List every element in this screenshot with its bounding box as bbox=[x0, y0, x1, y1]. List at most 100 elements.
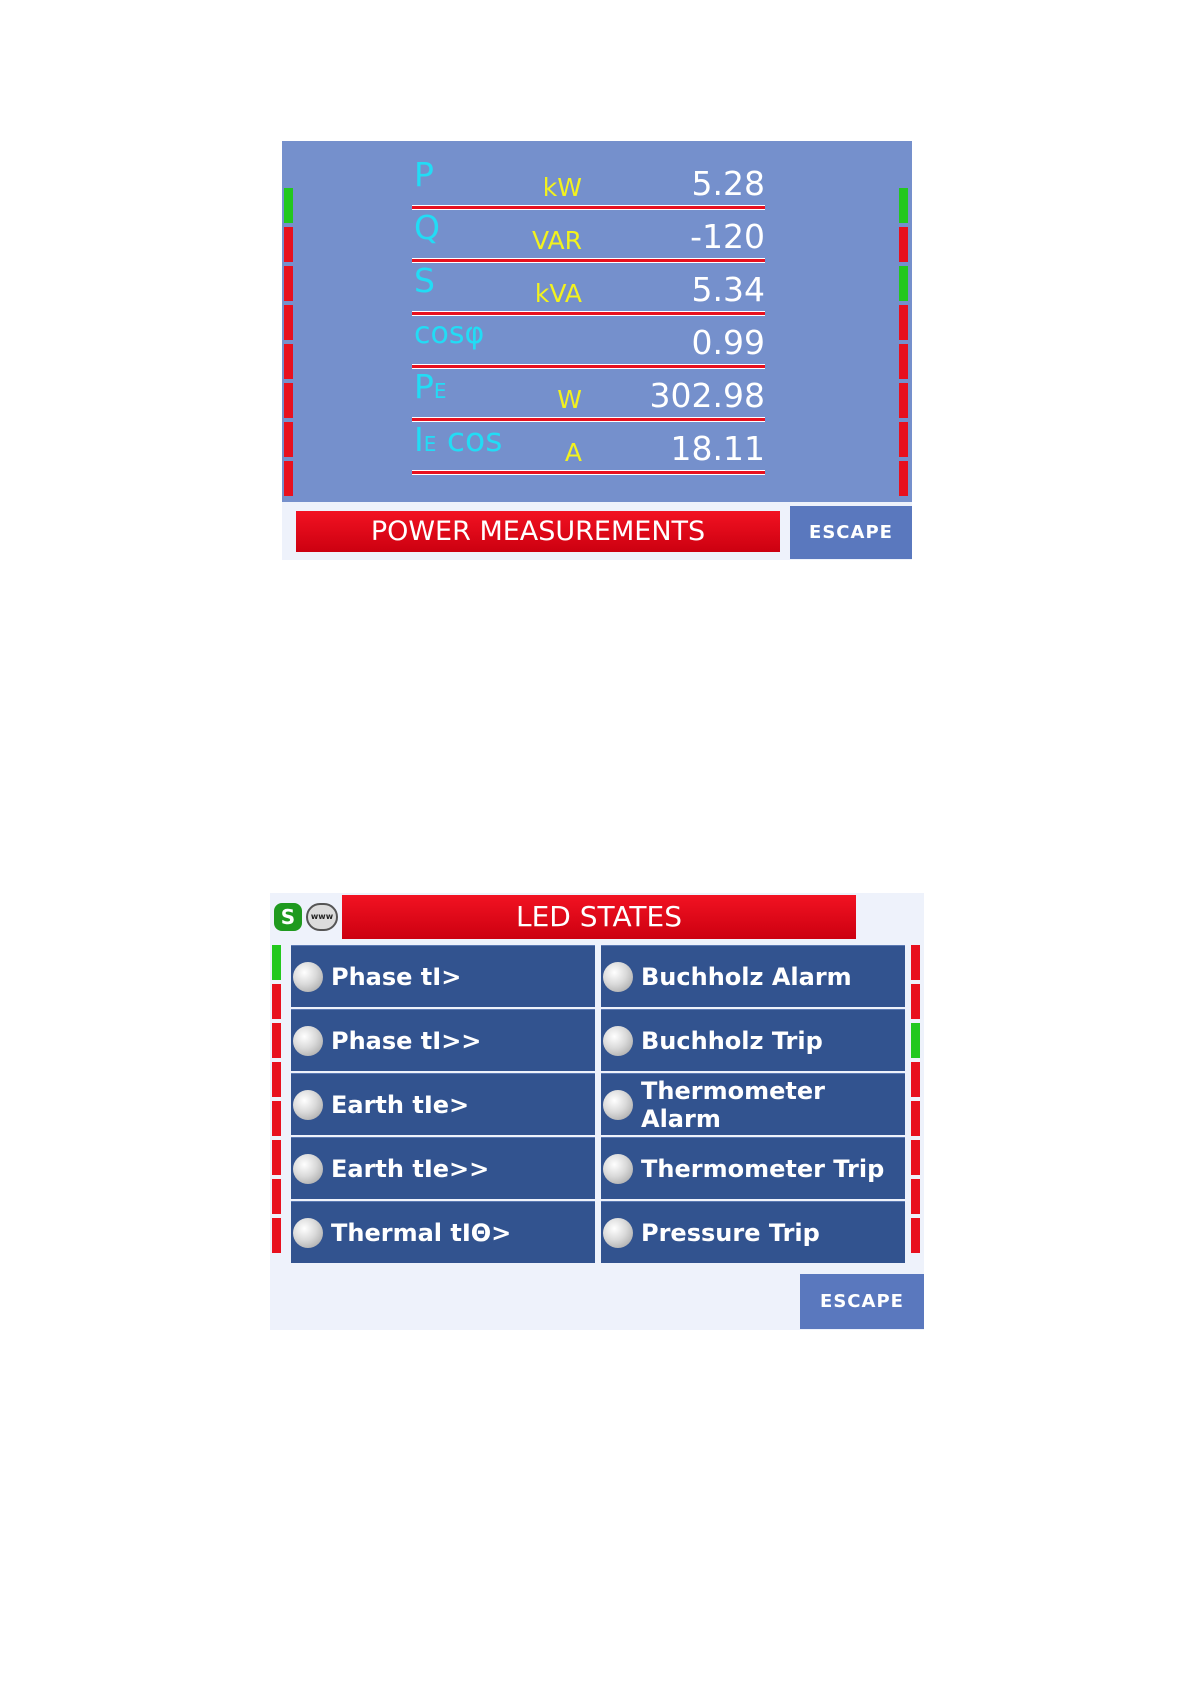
left-led-4 bbox=[284, 305, 293, 340]
right-led-3 bbox=[899, 266, 908, 301]
measurement-symbol: cosφ bbox=[414, 314, 484, 354]
row-divider bbox=[412, 259, 765, 262]
measurement-value: 18.11 bbox=[670, 429, 765, 468]
left-led-7 bbox=[272, 1179, 281, 1214]
led-state-item: Earth tIe>> bbox=[291, 1137, 595, 1199]
measurement-row: Q VAR -120 bbox=[412, 208, 765, 262]
led-bulb-icon bbox=[293, 962, 323, 992]
right-led-6 bbox=[899, 383, 908, 418]
led-state-label: Pressure Trip bbox=[641, 1219, 820, 1247]
measurement-unit: kW bbox=[542, 173, 582, 202]
right-led-5 bbox=[911, 1101, 920, 1136]
symbol-main: cosφ bbox=[414, 316, 485, 351]
s-badge-icon: S bbox=[274, 903, 302, 931]
led-bulb-icon bbox=[603, 1090, 633, 1120]
escape-button[interactable]: ESCAPE bbox=[800, 1274, 924, 1329]
symbol-main: Q bbox=[414, 208, 440, 247]
led-state-item: Earth tIe> bbox=[291, 1073, 595, 1135]
led-state-item: Phase tI>> bbox=[291, 1009, 595, 1071]
row-divider bbox=[412, 365, 765, 368]
right-led-7 bbox=[911, 1179, 920, 1214]
led-grid: Phase tI> Buchholz Alarm Phase tI>> Buchhol… bbox=[291, 945, 905, 1263]
screen-title: POWER MEASUREMENTS bbox=[296, 511, 780, 552]
left-led-3 bbox=[272, 1023, 281, 1058]
left-led-6 bbox=[272, 1140, 281, 1175]
led-state-label: Thermometer Alarm bbox=[641, 1077, 825, 1133]
symbol-main: P bbox=[414, 367, 434, 406]
symbol-subscript: E bbox=[423, 432, 437, 456]
right-led-6 bbox=[911, 1140, 920, 1175]
led-bulb-icon bbox=[603, 962, 633, 992]
measurement-unit: W bbox=[557, 385, 582, 414]
escape-button[interactable]: ESCAPE bbox=[790, 506, 912, 559]
symbol-main: P bbox=[414, 155, 434, 194]
symbol-suffix: cos bbox=[436, 420, 503, 459]
led-state-label: Earth tIe>> bbox=[331, 1155, 490, 1183]
row-divider bbox=[412, 206, 765, 209]
led-state-item: Phase tI> bbox=[291, 945, 595, 1007]
symbol-main: S bbox=[414, 261, 435, 300]
left-led-8 bbox=[272, 1218, 281, 1253]
right-led-2 bbox=[899, 227, 908, 262]
left-led-5 bbox=[284, 344, 293, 379]
right-led-8 bbox=[911, 1218, 920, 1253]
measurement-symbol: PE bbox=[414, 367, 447, 411]
led-state-label: Thermal tIΘ> bbox=[331, 1219, 512, 1247]
screen-title: LED STATES bbox=[342, 895, 856, 939]
left-led-1 bbox=[284, 188, 293, 223]
measurement-unit: VAR bbox=[532, 226, 582, 255]
led-state-label: Buchholz Alarm bbox=[641, 963, 852, 991]
left-led-7 bbox=[284, 422, 293, 457]
led-bulb-icon bbox=[293, 1154, 323, 1184]
left-led-5 bbox=[272, 1101, 281, 1136]
measurement-value: 5.34 bbox=[691, 270, 765, 309]
led-bulb-icon bbox=[293, 1026, 323, 1056]
www-icon: www bbox=[306, 903, 338, 931]
measurement-symbol: S bbox=[414, 261, 435, 301]
left-led-1 bbox=[272, 945, 281, 980]
led-state-item: Pressure Trip bbox=[601, 1201, 905, 1263]
right-led-strip bbox=[899, 188, 908, 500]
led-state-item: Thermal tIΘ> bbox=[291, 1201, 595, 1263]
measurement-row: IE cos A 18.11 bbox=[412, 420, 765, 474]
symbol-main: I bbox=[414, 420, 424, 459]
led-state-item: Thermometer Alarm bbox=[601, 1073, 905, 1135]
measurement-symbol: P bbox=[414, 155, 434, 195]
left-led-2 bbox=[272, 984, 281, 1019]
left-led-2 bbox=[284, 227, 293, 262]
led-bulb-icon bbox=[603, 1154, 633, 1184]
right-led-1 bbox=[899, 188, 908, 223]
right-led-8 bbox=[899, 461, 908, 496]
right-led-7 bbox=[899, 422, 908, 457]
right-led-2 bbox=[911, 984, 920, 1019]
symbol-subscript: E bbox=[433, 379, 447, 403]
led-state-item: Thermometer Trip bbox=[601, 1137, 905, 1199]
right-led-3 bbox=[911, 1023, 920, 1058]
left-led-3 bbox=[284, 266, 293, 301]
row-divider bbox=[412, 471, 765, 474]
right-led-4 bbox=[899, 305, 908, 340]
led-state-label: Phase tI> bbox=[331, 963, 462, 991]
left-led-4 bbox=[272, 1062, 281, 1097]
right-led-1 bbox=[911, 945, 920, 980]
measurement-value: 302.98 bbox=[649, 376, 765, 415]
led-state-item: Buchholz Alarm bbox=[601, 945, 905, 1007]
measurement-symbol: Q bbox=[414, 208, 440, 248]
measurement-value: -120 bbox=[690, 217, 765, 256]
led-state-label: Thermometer Trip bbox=[641, 1155, 885, 1183]
led-bulb-icon bbox=[293, 1218, 323, 1248]
measurement-row: cosφ 0.99 bbox=[412, 314, 765, 368]
led-state-label: Phase tI>> bbox=[331, 1027, 482, 1055]
row-divider bbox=[412, 312, 765, 315]
left-led-strip bbox=[284, 188, 293, 500]
measurement-value: 0.99 bbox=[691, 323, 765, 362]
measurement-unit: kVA bbox=[534, 279, 582, 308]
led-bulb-icon bbox=[293, 1090, 323, 1120]
led-state-label: Earth tIe> bbox=[331, 1091, 470, 1119]
led-state-label: Buchholz Trip bbox=[641, 1027, 823, 1055]
